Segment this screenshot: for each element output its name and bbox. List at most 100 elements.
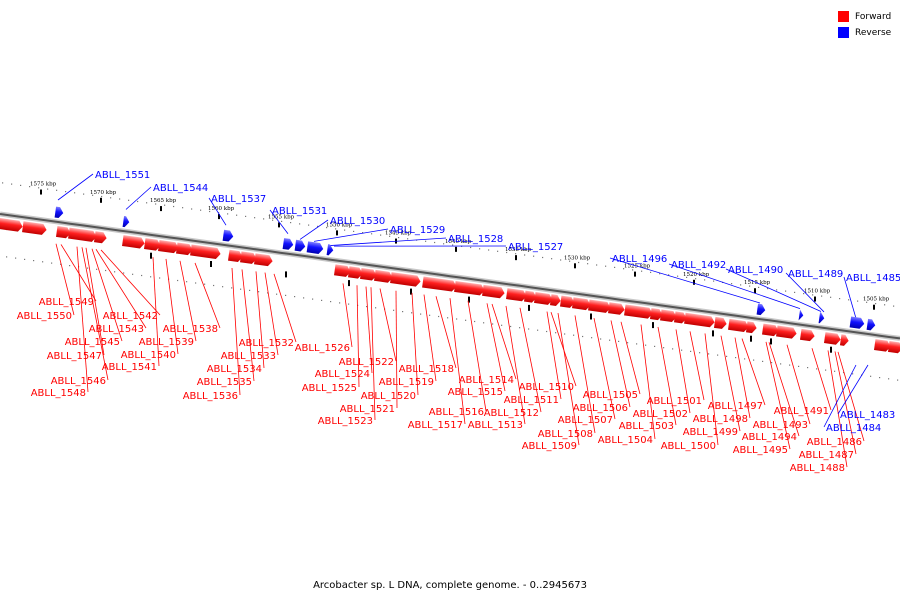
tick-label: 1545 kbp <box>385 231 412 237</box>
ruler-dot <box>105 269 107 272</box>
forward-gene-label: ABLL_1550 <box>17 311 72 322</box>
reverse-gene[interactable] <box>122 215 130 228</box>
reverse-gene[interactable] <box>282 238 294 250</box>
forward-gene[interactable] <box>374 269 393 283</box>
leader-line <box>411 292 419 396</box>
forward-gene[interactable] <box>254 253 273 267</box>
forward-gene[interactable] <box>422 276 457 293</box>
ruler-dot <box>447 317 449 319</box>
ruler-dot <box>749 285 751 287</box>
forward-gene-label: ABLL_1506 <box>573 403 628 414</box>
leader-line <box>313 228 389 242</box>
genome-backbone <box>0 211 900 341</box>
label-leader-lines <box>55 173 869 468</box>
tick-mark <box>100 197 102 203</box>
ruler-dot <box>222 286 224 288</box>
forward-gene[interactable] <box>347 266 363 279</box>
leader-line <box>125 186 152 210</box>
forward-gene[interactable] <box>93 231 107 244</box>
forward-gene[interactable] <box>887 341 900 354</box>
forward-gene[interactable] <box>334 264 351 277</box>
reverse-gene[interactable] <box>54 206 64 219</box>
forward-gene[interactable] <box>6 219 23 232</box>
forward-gene[interactable] <box>240 251 257 264</box>
leader-line <box>241 269 255 382</box>
forward-gene-label: ABLL_1498 <box>693 414 748 425</box>
ruler-dot <box>101 195 103 198</box>
ruler-dot <box>875 303 877 305</box>
ruler-dot <box>240 288 242 290</box>
forward-gene[interactable] <box>608 302 625 315</box>
forward-gene[interactable] <box>559 295 575 309</box>
reverse-gene[interactable] <box>756 303 766 316</box>
forward-gene[interactable] <box>68 227 97 243</box>
tick-mark <box>218 214 220 220</box>
forward-gene[interactable] <box>799 328 815 342</box>
forward-gene[interactable] <box>55 225 71 239</box>
forward-gene[interactable] <box>745 321 757 334</box>
forward-gene[interactable] <box>122 235 145 249</box>
reverse-label: Reverse <box>855 27 892 38</box>
ruler-dot <box>137 200 139 203</box>
forward-gene[interactable] <box>660 309 677 322</box>
forward-gene[interactable] <box>227 249 243 263</box>
forward-gene[interactable] <box>776 325 797 340</box>
legend: Forward Reverse <box>838 9 891 41</box>
reverse-gene[interactable] <box>294 239 306 252</box>
leader-line <box>379 288 397 362</box>
forward-gene[interactable] <box>360 267 377 281</box>
ruler-dot <box>191 208 193 210</box>
forward-gene[interactable] <box>534 292 553 305</box>
leader-line <box>768 342 800 437</box>
reverse-gene[interactable] <box>326 244 334 256</box>
forward-gene[interactable] <box>873 339 891 352</box>
ruler-dot <box>285 294 287 296</box>
forward-gene-label: ABLL_1487 <box>799 450 854 461</box>
ruler-dot <box>726 355 728 357</box>
forward-gene[interactable] <box>684 312 715 328</box>
forward-gene-label: ABLL_1499 <box>683 427 738 438</box>
forward-gene[interactable] <box>523 290 537 304</box>
ruler-dot <box>47 188 49 190</box>
forward-gene[interactable] <box>588 299 611 313</box>
ruler-dot <box>681 349 683 351</box>
forward-gene[interactable] <box>454 280 485 296</box>
forward-gene[interactable] <box>649 308 663 321</box>
leader-line <box>269 209 289 235</box>
reverse-gene[interactable] <box>818 312 825 324</box>
reverse-gene[interactable] <box>849 316 865 330</box>
forward-gene[interactable] <box>728 318 749 333</box>
forward-gene[interactable] <box>176 242 193 256</box>
reverse-gene[interactable] <box>866 318 876 331</box>
tick-mark <box>285 271 287 278</box>
leader-line <box>734 337 751 419</box>
leader-line <box>811 348 832 411</box>
tick-mark <box>693 279 695 285</box>
forward-gene[interactable] <box>482 284 505 299</box>
forward-gene[interactable] <box>549 294 561 306</box>
forward-gene-label: ABLL_1523 <box>318 416 373 427</box>
forward-gene[interactable] <box>624 304 653 319</box>
forward-gene[interactable] <box>823 332 841 345</box>
ruler-dot <box>762 360 764 362</box>
forward-gene[interactable] <box>839 334 849 346</box>
forward-gene[interactable] <box>506 288 527 302</box>
reverse-gene-label: ABLL_1485 <box>846 273 900 284</box>
forward-gene[interactable] <box>390 272 421 287</box>
tick-mark <box>830 346 832 353</box>
ruler-dot <box>11 183 13 185</box>
forward-gene[interactable] <box>762 323 779 337</box>
ruler-dot <box>411 312 413 314</box>
reverse-gene[interactable] <box>306 241 324 254</box>
forward-gene[interactable] <box>673 311 687 324</box>
forward-gene[interactable] <box>572 297 591 311</box>
forward-gene[interactable] <box>144 238 161 251</box>
reverse-gene[interactable] <box>222 229 234 242</box>
ruler-dot <box>272 219 274 221</box>
forward-gene[interactable] <box>158 240 179 254</box>
forward-gene[interactable] <box>22 221 47 235</box>
forward-gene[interactable] <box>190 244 221 259</box>
reverse-gene[interactable] <box>798 309 804 321</box>
forward-gene[interactable] <box>713 316 727 330</box>
